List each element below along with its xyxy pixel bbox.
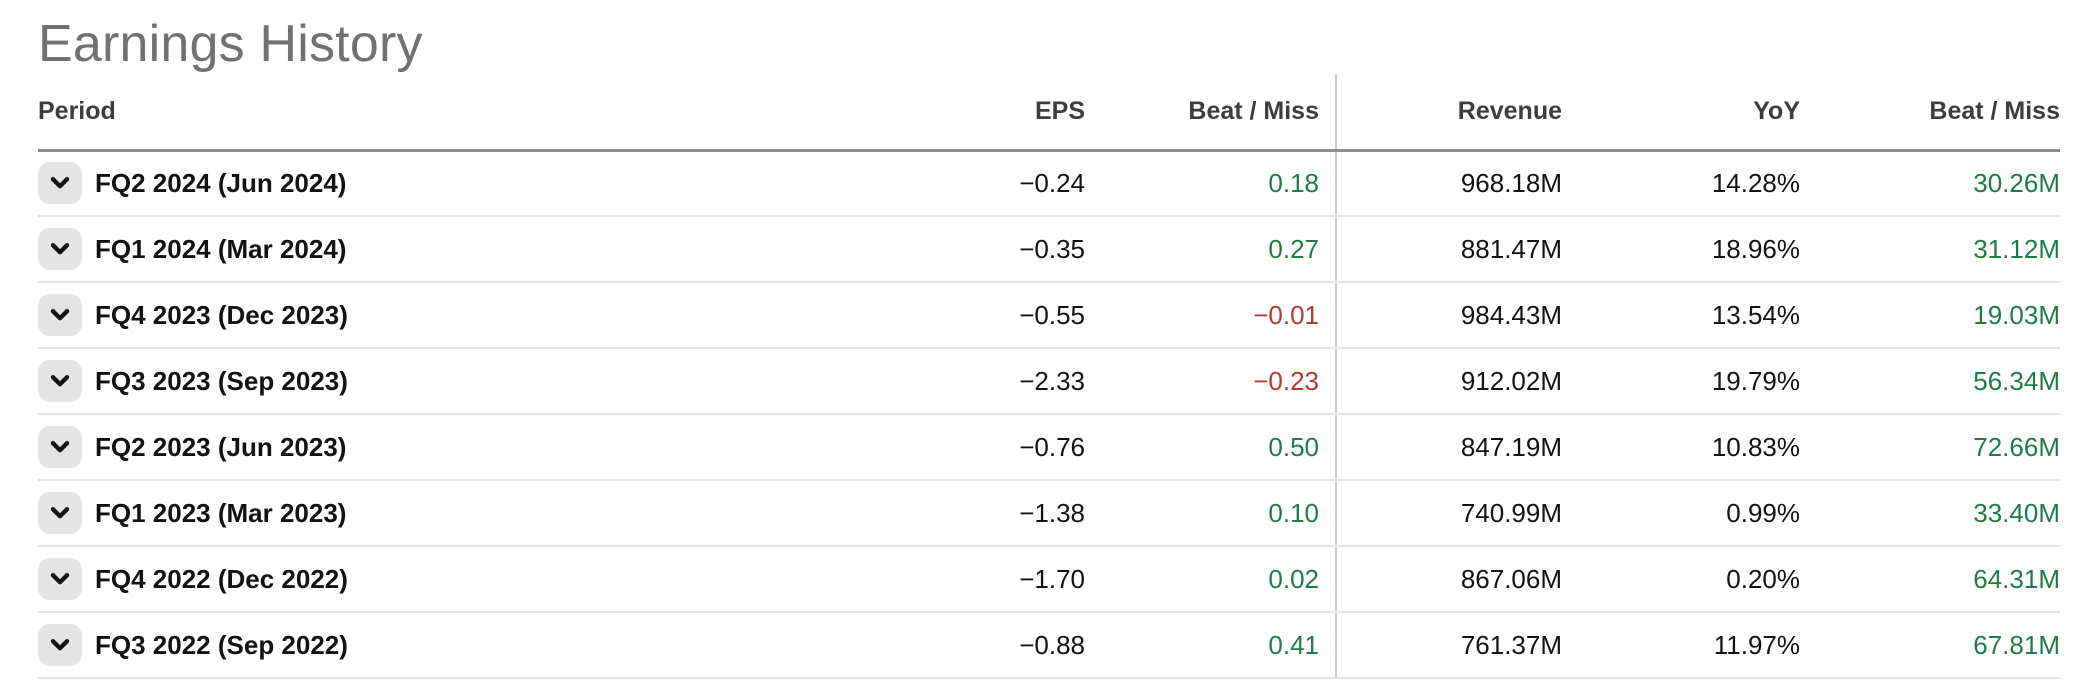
- table-row: FQ2 2023 (Jun 2023) −0.76 0.50 847.19M 1…: [38, 414, 2060, 481]
- period-cell: FQ1 2024 (Mar 2024): [38, 216, 845, 283]
- eps-beat-miss-value: 0.27: [1085, 216, 1336, 283]
- revenue-beat-miss-value: 67.81M: [1800, 612, 2060, 679]
- eps-beat-miss-value: 0.02: [1085, 546, 1336, 613]
- eps-value: −2.33: [845, 348, 1085, 415]
- eps-beat-miss-value: −0.01: [1085, 282, 1336, 349]
- table-row: FQ4 2023 (Dec 2023) −0.55 −0.01 984.43M …: [38, 282, 2060, 349]
- column-header-eps: EPS: [845, 74, 1085, 152]
- eps-value: −1.70: [845, 546, 1085, 613]
- chevron-down-icon: [47, 236, 73, 262]
- expand-row-button[interactable]: [38, 492, 82, 534]
- chevron-down-icon: [47, 170, 73, 196]
- revenue-value: 881.47M: [1335, 216, 1562, 283]
- period-label: FQ2 2023 (Jun 2023): [95, 431, 347, 462]
- expand-row-button[interactable]: [38, 624, 82, 666]
- table-row: FQ3 2022 (Sep 2022) −0.88 0.41 761.37M 1…: [38, 612, 2060, 679]
- eps-beat-miss-value: 0.10: [1085, 480, 1336, 547]
- revenue-beat-miss-value: 72.66M: [1800, 414, 2060, 481]
- table-header: Period EPS Beat / Miss Revenue YoY Beat …: [38, 74, 2060, 152]
- period-cell: FQ4 2023 (Dec 2023): [38, 282, 845, 349]
- revenue-beat-miss-value: 33.40M: [1800, 480, 2060, 547]
- revenue-beat-miss-value: 30.26M: [1800, 150, 2060, 217]
- yoy-value: 0.20%: [1562, 546, 1800, 613]
- eps-beat-miss-value: 0.18: [1085, 150, 1336, 217]
- chevron-down-icon: [47, 302, 73, 328]
- revenue-beat-miss-value: 31.12M: [1800, 216, 2060, 283]
- eps-beat-miss-value: 0.50: [1085, 414, 1336, 481]
- period-label: FQ4 2022 (Dec 2022): [95, 563, 348, 594]
- period-cell: FQ3 2023 (Sep 2023): [38, 348, 845, 415]
- period-label: FQ1 2024 (Mar 2024): [95, 233, 347, 264]
- eps-value: −0.55: [845, 282, 1085, 349]
- expand-row-button[interactable]: [38, 360, 82, 402]
- yoy-value: 0.99%: [1562, 480, 1800, 547]
- eps-beat-miss-value: 0.41: [1085, 612, 1336, 679]
- period-cell: FQ4 2022 (Dec 2022): [38, 546, 845, 613]
- revenue-beat-miss-value: 19.03M: [1800, 282, 2060, 349]
- earnings-table: Period EPS Beat / Miss Revenue YoY Beat …: [38, 74, 2060, 679]
- table-row: FQ1 2023 (Mar 2023) −1.38 0.10 740.99M 0…: [38, 480, 2060, 547]
- period-cell: FQ1 2023 (Mar 2023): [38, 480, 845, 547]
- period-label: FQ4 2023 (Dec 2023): [95, 299, 348, 330]
- period-label: FQ3 2022 (Sep 2022): [95, 629, 348, 660]
- expand-row-button[interactable]: [38, 426, 82, 468]
- eps-value: −1.38: [845, 480, 1085, 547]
- column-header-revenue-beat-miss: Beat / Miss: [1800, 74, 2060, 152]
- expand-row-button[interactable]: [38, 558, 82, 600]
- revenue-value: 867.06M: [1335, 546, 1562, 613]
- period-label: FQ3 2023 (Sep 2023): [95, 365, 348, 396]
- table-row: FQ4 2022 (Dec 2022) −1.70 0.02 867.06M 0…: [38, 546, 2060, 613]
- yoy-value: 11.97%: [1562, 612, 1800, 679]
- revenue-beat-miss-value: 56.34M: [1800, 348, 2060, 415]
- eps-value: −0.35: [845, 216, 1085, 283]
- eps-beat-miss-value: −0.23: [1085, 348, 1336, 415]
- expand-row-button[interactable]: [38, 162, 82, 205]
- revenue-value: 912.02M: [1335, 348, 1562, 415]
- yoy-value: 19.79%: [1562, 348, 1800, 415]
- yoy-value: 14.28%: [1562, 150, 1800, 217]
- eps-value: −0.24: [845, 150, 1085, 217]
- chevron-down-icon: [47, 566, 73, 592]
- revenue-value: 984.43M: [1335, 282, 1562, 349]
- yoy-value: 10.83%: [1562, 414, 1800, 481]
- eps-value: −0.88: [845, 612, 1085, 679]
- page-title: Earnings History: [38, 15, 423, 73]
- period-label: FQ2 2024 (Jun 2024): [95, 167, 347, 198]
- table-row: FQ2 2024 (Jun 2024) −0.24 0.18 968.18M 1…: [38, 150, 2060, 217]
- table-row: FQ3 2023 (Sep 2023) −2.33 −0.23 912.02M …: [38, 348, 2060, 415]
- revenue-beat-miss-value: 64.31M: [1800, 546, 2060, 613]
- revenue-value: 847.19M: [1335, 414, 1562, 481]
- period-cell: FQ2 2023 (Jun 2023): [38, 414, 845, 481]
- expand-row-button[interactable]: [38, 228, 82, 270]
- yoy-value: 13.54%: [1562, 282, 1800, 349]
- revenue-value: 968.18M: [1335, 150, 1562, 217]
- column-header-yoy: YoY: [1562, 74, 1800, 152]
- yoy-value: 18.96%: [1562, 216, 1800, 283]
- revenue-value: 740.99M: [1335, 480, 1562, 547]
- expand-row-button[interactable]: [38, 294, 82, 336]
- column-header-eps-beat-miss: Beat / Miss: [1085, 74, 1336, 152]
- chevron-down-icon: [47, 632, 73, 658]
- eps-value: −0.76: [845, 414, 1085, 481]
- chevron-down-icon: [47, 368, 73, 394]
- table-body: FQ2 2024 (Jun 2024) −0.24 0.18 968.18M 1…: [38, 150, 2060, 679]
- period-label: FQ1 2023 (Mar 2023): [95, 497, 347, 528]
- period-cell: FQ3 2022 (Sep 2022): [38, 612, 845, 679]
- header-row: Period EPS Beat / Miss Revenue YoY Beat …: [38, 74, 2060, 152]
- table-row: FQ1 2024 (Mar 2024) −0.35 0.27 881.47M 1…: [38, 216, 2060, 283]
- revenue-value: 761.37M: [1335, 612, 1562, 679]
- period-cell: FQ2 2024 (Jun 2024): [38, 150, 845, 217]
- chevron-down-icon: [47, 434, 73, 460]
- column-header-period: Period: [38, 74, 845, 152]
- column-header-revenue: Revenue: [1335, 74, 1562, 152]
- chevron-down-icon: [47, 500, 73, 526]
